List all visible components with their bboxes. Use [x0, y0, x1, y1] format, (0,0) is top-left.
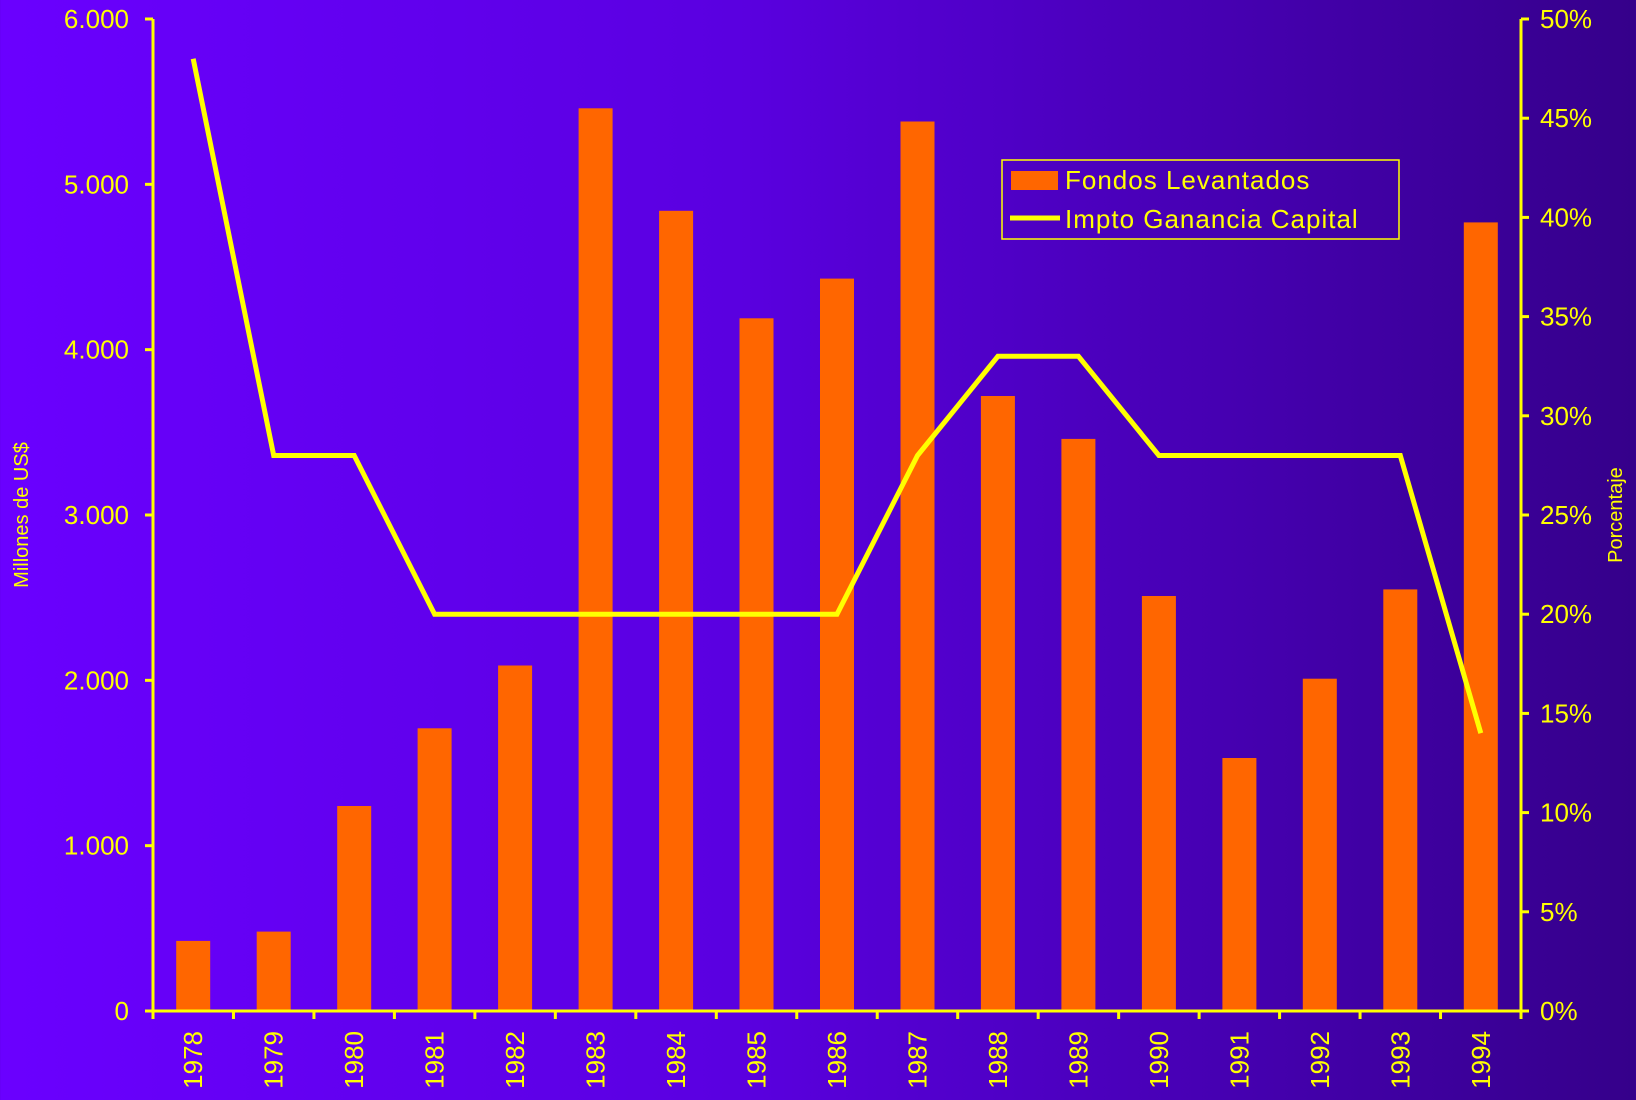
left-axis-label: Millones de US$ — [11, 442, 33, 588]
x-tick-label: 1986 — [822, 1031, 852, 1089]
left-tick-label: 3.000 — [64, 500, 129, 530]
x-tick-label: 1990 — [1144, 1031, 1174, 1089]
right-tick-label: 40% — [1540, 202, 1592, 232]
bar-1989 — [1061, 439, 1095, 1011]
x-axis: 1978 1979 1980 1981 1982 1983 1984 1985 1986 1987… — [153, 1011, 1521, 1089]
x-tick-label: 1984 — [661, 1031, 691, 1089]
bar-1992 — [1303, 679, 1337, 1011]
x-tick-label: 1978 — [178, 1031, 208, 1089]
bars-layer — [176, 108, 1498, 1011]
bar-1981 — [418, 728, 452, 1011]
right-y-axis: 0% 5% 10% 15% 20% 25% 30% 35% 40% 45% 50% — [1521, 4, 1592, 1026]
legend-label-bar: Fondos Levantados — [1065, 165, 1310, 195]
bar-1978 — [176, 941, 210, 1011]
bar-1979 — [257, 932, 291, 1011]
bar-1980 — [337, 806, 371, 1011]
bar-1991 — [1222, 758, 1256, 1011]
left-y-axis: 0 1.000 2.000 3.000 4.000 5.000 6.000 — [64, 4, 153, 1026]
x-tick-label: 1994 — [1466, 1031, 1496, 1089]
x-tick-label: 1988 — [983, 1031, 1013, 1089]
right-tick-label: 35% — [1540, 302, 1592, 332]
x-tick-label: 1983 — [581, 1031, 611, 1089]
bar-1993 — [1383, 589, 1417, 1011]
right-tick-label: 20% — [1540, 599, 1592, 629]
left-tick-label: 6.000 — [64, 4, 129, 34]
left-tick-label: 4.000 — [64, 335, 129, 365]
x-tick-label: 1981 — [420, 1031, 450, 1089]
bar-1984 — [659, 211, 693, 1011]
bar-1982 — [498, 666, 532, 1012]
legend-label-line: Impto Ganancia Capital — [1065, 204, 1359, 234]
x-tick-label: 1992 — [1305, 1031, 1335, 1089]
right-tick-label: 15% — [1540, 698, 1592, 728]
x-tick-label: 1987 — [903, 1031, 933, 1089]
bar-1990 — [1142, 596, 1176, 1011]
bar-1986 — [820, 279, 854, 1011]
bar-1985 — [740, 318, 774, 1011]
legend: Fondos Levantados Impto Ganancia Capital — [1002, 160, 1399, 239]
bar-1988 — [981, 396, 1015, 1011]
x-tick-label: 1985 — [742, 1031, 772, 1089]
right-tick-label: 5% — [1540, 897, 1578, 927]
x-tick-label: 1979 — [259, 1031, 289, 1089]
bar-1987 — [901, 122, 935, 1012]
x-tick-label: 1980 — [339, 1031, 369, 1089]
right-tick-label: 10% — [1540, 798, 1592, 828]
right-tick-label: 0% — [1540, 996, 1578, 1026]
left-tick-label: 1.000 — [64, 831, 129, 861]
right-tick-label: 25% — [1540, 500, 1592, 530]
left-tick-label: 5.000 — [64, 169, 129, 199]
left-tick-label: 0 — [115, 996, 129, 1026]
right-tick-label: 45% — [1540, 103, 1592, 133]
right-tick-label: 30% — [1540, 401, 1592, 431]
x-tick-label: 1982 — [500, 1031, 530, 1089]
x-tick-label: 1989 — [1063, 1031, 1093, 1089]
left-tick-label: 2.000 — [64, 665, 129, 695]
legend-swatch-bar — [1011, 171, 1058, 190]
right-axis-label: Porcentaje — [1605, 467, 1627, 563]
right-tick-label: 50% — [1540, 4, 1592, 34]
x-tick-label: 1993 — [1385, 1031, 1415, 1089]
bar-1983 — [579, 108, 613, 1011]
x-tick-label: 1991 — [1224, 1031, 1254, 1089]
bar-1994 — [1464, 222, 1498, 1011]
